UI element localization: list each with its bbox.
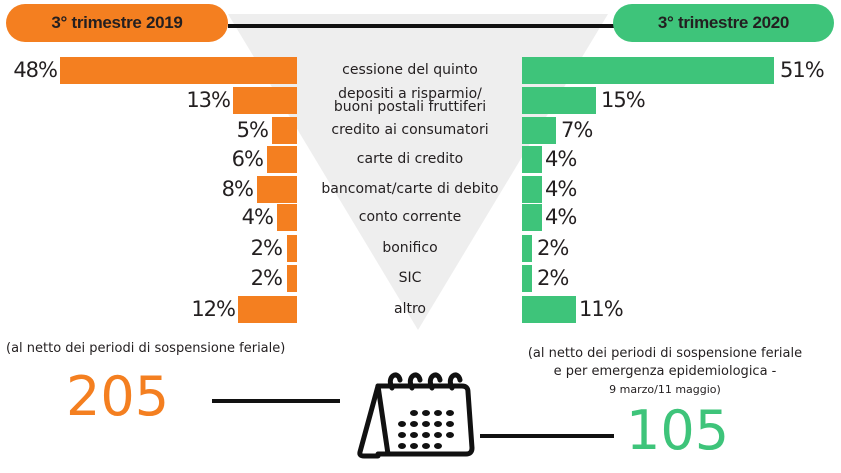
bar-2020 — [522, 87, 596, 114]
bar-2020 — [522, 204, 542, 231]
connector-line-right — [480, 434, 614, 438]
bar-2020 — [522, 235, 532, 262]
category-label-line2: buoni postali fruttiferi — [333, 98, 487, 115]
value-2019: 8% — [221, 177, 254, 201]
category-label: bonifico — [382, 240, 438, 256]
header-connector-line — [228, 24, 614, 28]
note-2019: (al netto dei periodi di sospensione fer… — [6, 341, 286, 356]
value-2020: 4% — [545, 147, 577, 171]
value-2020: 11% — [579, 297, 624, 321]
category-label: SIC — [398, 270, 422, 286]
bar-2019 — [238, 296, 297, 323]
chart-row: 5% credito ai consumatori 7% — [0, 117, 841, 144]
note-2020-line3: 9 marzo/11 maggio) — [609, 383, 721, 396]
legend-2019: 3° trimestre 2019 — [6, 4, 228, 42]
bar-2019 — [287, 235, 297, 262]
bar-2019 — [287, 265, 297, 292]
value-2020: 7% — [561, 118, 593, 142]
value-2019: 48% — [13, 58, 58, 82]
value-2019: 12% — [191, 297, 236, 321]
value-2019: 2% — [250, 236, 283, 260]
bar-2020 — [522, 57, 774, 84]
value-2020: 2% — [537, 266, 569, 290]
chart-row: 2% SIC 2% — [0, 265, 841, 292]
note-2020: (al netto dei periodi di sospensione fer… — [490, 345, 840, 399]
category-label: depositi a risparmio/ buoni postali frut… — [300, 87, 520, 114]
bar-2020 — [522, 146, 542, 173]
note-2020-line1: (al netto dei periodi di sospensione fer… — [527, 346, 803, 361]
value-2020: 15% — [601, 88, 646, 112]
legend-2020-label: 3° trimestre 2020 — [657, 13, 790, 32]
bar-2019 — [233, 87, 297, 114]
value-2020: 51% — [780, 58, 825, 82]
chart-row: 13% depositi a risparmio/ buoni postali … — [0, 87, 841, 114]
value-2019: 13% — [186, 88, 231, 112]
category-label-line1: depositi a risparmio/ — [338, 85, 482, 102]
calendar-icon — [357, 372, 475, 459]
total-2020: 105 — [626, 399, 730, 462]
value-2020: 4% — [545, 205, 577, 229]
legend-2019-label: 3° trimestre 2019 — [51, 13, 183, 32]
category-label: carte di credito — [356, 151, 464, 167]
value-2020: 2% — [537, 236, 569, 260]
category-label: altro — [394, 301, 426, 317]
chart-row: 8% bancomat/carte di debito 4% — [0, 176, 841, 203]
bar-2020 — [522, 296, 576, 323]
value-2020: 4% — [545, 177, 577, 201]
value-2019: 4% — [241, 205, 274, 229]
note-2020-line2: e per emergenza epidemiologica - — [553, 364, 777, 379]
bar-2019 — [277, 204, 297, 231]
total-2019: 205 — [66, 365, 170, 428]
chart-row: 12% altro 11% — [0, 296, 841, 323]
category-label: credito ai consumatori — [331, 122, 489, 138]
chart-row: 48% cessione del quinto 51% — [0, 57, 841, 84]
value-2019: 5% — [236, 118, 269, 142]
value-2019: 2% — [250, 266, 283, 290]
bar-2020 — [522, 265, 532, 292]
connector-line-left — [212, 399, 340, 403]
bar-2019 — [272, 117, 297, 144]
bar-2019 — [60, 57, 297, 84]
chart-row: 6% carte di credito 4% — [0, 146, 841, 173]
category-label: cessione del quinto — [342, 62, 478, 78]
legend-2020: 3° trimestre 2020 — [613, 4, 834, 42]
bar-2019 — [267, 146, 297, 173]
category-label: bancomat/carte di debito — [321, 181, 499, 197]
bar-2020 — [522, 176, 542, 203]
chart-row: 2% bonifico 2% — [0, 235, 841, 262]
chart-row: 4% conto corrente 4% — [0, 204, 841, 231]
category-label: conto corrente — [358, 209, 462, 225]
bar-2019 — [257, 176, 297, 203]
bar-2020 — [522, 117, 556, 144]
value-2019: 6% — [231, 147, 264, 171]
